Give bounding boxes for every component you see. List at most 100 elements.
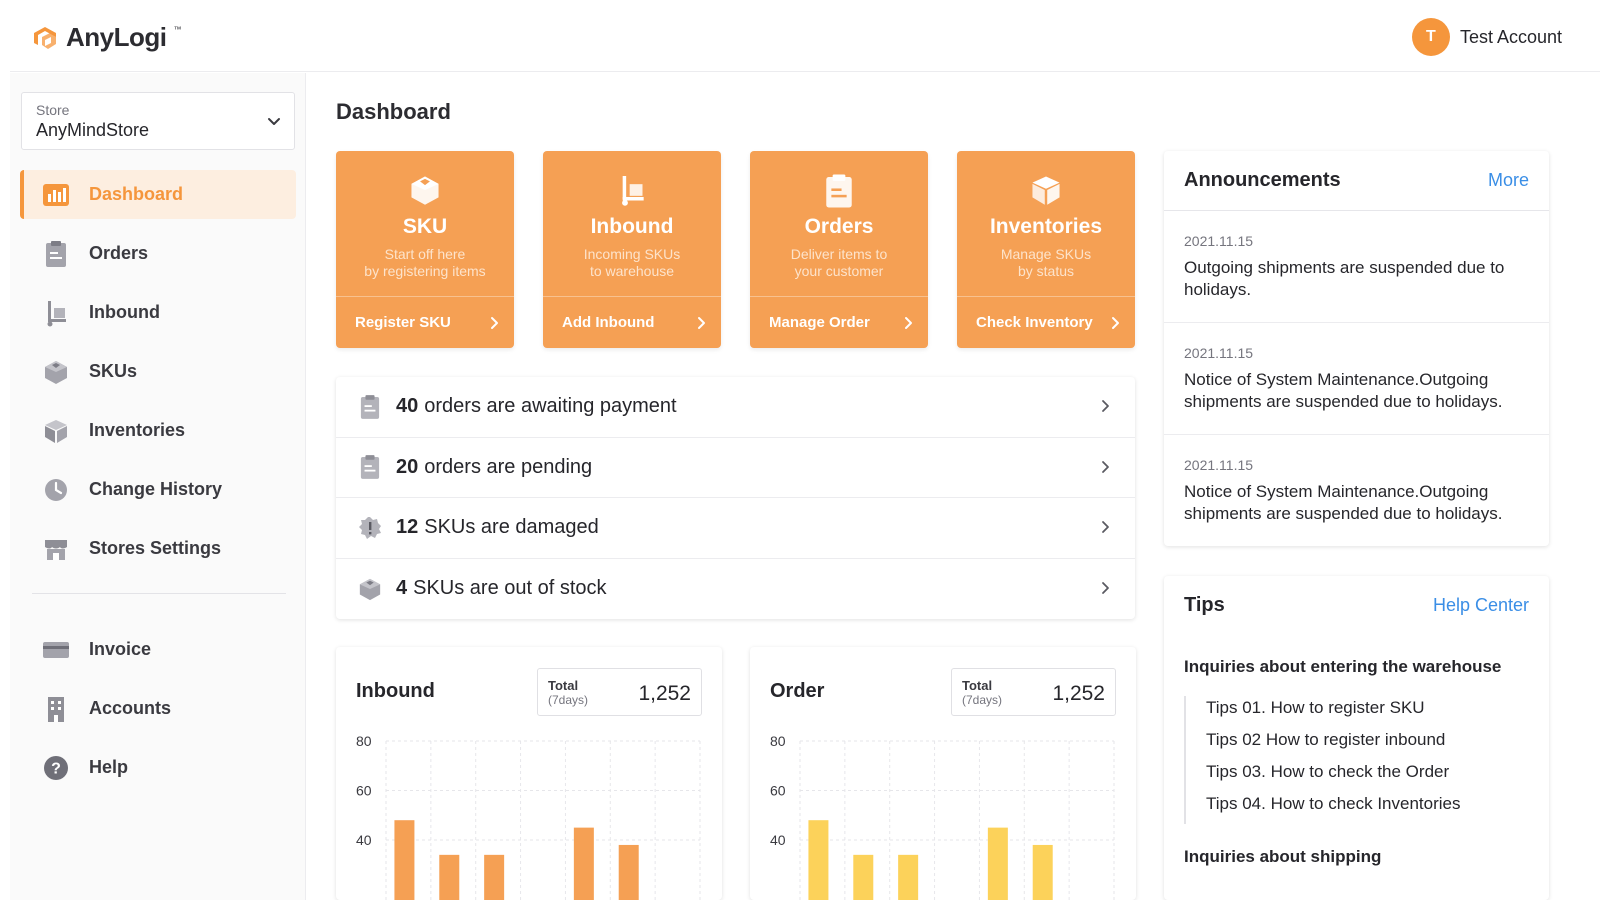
order-bar-chart: 80 60 40 xyxy=(770,733,1115,900)
sidebar-item-label: SKUs xyxy=(89,361,138,381)
manage-order-button[interactable]: Manage Order xyxy=(750,296,928,348)
avatar: T xyxy=(1411,18,1450,56)
card-title: Orders xyxy=(804,215,874,238)
sidebar: Store AnyMindStore Dashboard Orders Inbo… xyxy=(10,73,306,900)
logo-icon xyxy=(34,26,56,49)
bar[interactable] xyxy=(987,827,1008,900)
chevron-right-icon xyxy=(698,317,705,329)
anylogi-logo[interactable]: AnyLogi ™ xyxy=(30,22,182,53)
announcement-date: 2021.11.15 xyxy=(1184,345,1254,361)
bar[interactable] xyxy=(1032,844,1053,900)
damaged-skus-row[interactable]: 12 SKUs are damaged xyxy=(336,498,1135,559)
sidebar-item-accounts[interactable]: Accounts xyxy=(20,684,296,733)
divider xyxy=(1164,210,1549,211)
clipboard-icon xyxy=(42,240,70,268)
status-text: SKUs are damaged xyxy=(424,516,599,539)
card-description: Start off here by registering items xyxy=(364,246,486,279)
announcement-item[interactable]: 2021.11.15 Notice of System Maintenance.… xyxy=(1164,323,1549,435)
clock-icon xyxy=(42,476,70,504)
sidebar-item-skus[interactable]: SKUs xyxy=(20,347,296,396)
clipboard-icon xyxy=(358,394,382,420)
svg-text:?: ? xyxy=(51,760,61,777)
bar[interactable] xyxy=(618,844,639,900)
card-action-label: Register SKU xyxy=(355,314,451,331)
sku-card[interactable]: SKU Start off here by registering items … xyxy=(336,151,514,348)
sidebar-divider xyxy=(32,593,286,594)
y-tick-label: 60 xyxy=(356,783,372,799)
register-sku-button[interactable]: Register SKU xyxy=(336,296,514,348)
sidebar-item-dashboard[interactable]: Dashboard xyxy=(20,170,296,219)
order-chart-panel: Order Total (7days) 1,252 80 60 40 xyxy=(750,647,1136,900)
status-summary: 40 orders are awaiting payment 20 orders… xyxy=(336,377,1135,619)
chevron-right-icon xyxy=(905,317,912,329)
orders-card[interactable]: Orders Deliver items to your customer Ma… xyxy=(750,151,928,348)
bar[interactable] xyxy=(439,854,460,900)
out-of-stock-row[interactable]: 4 SKUs are out of stock xyxy=(336,559,1135,620)
status-count: 40 xyxy=(396,395,419,418)
card-title: Inventories xyxy=(989,215,1103,238)
tips-header: Tips Help Center xyxy=(1184,594,1529,618)
tips-section-title: Inquiries about entering the warehouse xyxy=(1184,657,1502,676)
bar[interactable] xyxy=(898,854,919,900)
inbound-chart-panel: Inbound Total (7days) 1,252 80 60 40 xyxy=(336,647,722,900)
card-title: Inbound xyxy=(590,215,674,238)
tips-panel: Tips Help Center Inquiries about enterin… xyxy=(1164,576,1549,900)
status-text: SKUs are out of stock xyxy=(413,577,607,600)
inventories-card[interactable]: Inventories Manage SKUs by status Check … xyxy=(957,151,1135,348)
card-action-label: Manage Order xyxy=(769,314,870,331)
announcement-date: 2021.11.15 xyxy=(1184,457,1254,473)
check-inventory-button[interactable]: Check Inventory xyxy=(957,296,1135,348)
card-description: Manage SKUs by status xyxy=(1000,246,1092,279)
sidebar-item-label: Stores Settings xyxy=(89,538,222,558)
tip-link[interactable]: Tips 01. How to register SKU xyxy=(1206,698,1425,717)
bar[interactable] xyxy=(853,854,874,900)
announcement-text: Notice of System Maintenance.Outgoing sh… xyxy=(1184,370,1503,411)
status-count: 20 xyxy=(396,455,419,478)
sidebar-item-label: Orders xyxy=(89,243,149,263)
bar[interactable] xyxy=(573,827,594,900)
add-inbound-button[interactable]: Add Inbound xyxy=(543,296,721,348)
tips-section-title: Inquiries about shipping xyxy=(1184,847,1382,866)
bar[interactable] xyxy=(808,820,829,900)
bar[interactable] xyxy=(394,820,415,900)
tip-link[interactable]: Tips 02 How to register inbound xyxy=(1206,730,1446,749)
announcement-item[interactable]: 2021.11.15 Notice of System Maintenance.… xyxy=(1164,435,1549,547)
tag-icon xyxy=(42,358,70,386)
chevron-right-icon xyxy=(1102,581,1109,594)
more-link[interactable]: More xyxy=(1487,170,1529,190)
clipboard-icon xyxy=(750,173,928,209)
alert-gear-icon xyxy=(358,515,382,541)
announcement-text: Notice of System Maintenance.Outgoing sh… xyxy=(1184,482,1503,523)
help-center-link[interactable]: Help Center xyxy=(1432,595,1529,615)
inbound-card[interactable]: Inbound Incoming SKUs to warehouse Add I… xyxy=(543,151,721,348)
tip-link[interactable]: Tips 03. How to check the Order xyxy=(1206,762,1450,781)
sidebar-item-inventories[interactable]: Inventories xyxy=(20,406,296,455)
inbound-bar-chart: 80 60 40 xyxy=(356,733,701,900)
sidebar-item-change-history[interactable]: Change History xyxy=(20,465,296,514)
announcements-header: Announcements More xyxy=(1184,169,1529,193)
store-selector[interactable]: Store AnyMindStore xyxy=(21,92,295,150)
bar[interactable] xyxy=(484,854,505,900)
awaiting-payment-row[interactable]: 40 orders are awaiting payment xyxy=(336,377,1135,438)
sidebar-item-label: Dashboard xyxy=(89,184,184,204)
sidebar-item-orders[interactable]: Orders xyxy=(20,229,296,278)
chart-title: Inbound xyxy=(356,680,435,702)
y-tick-label: 40 xyxy=(356,832,372,848)
tip-link[interactable]: Tips 04. How to check Inventories xyxy=(1206,794,1461,813)
sidebar-item-stores-settings[interactable]: Stores Settings xyxy=(20,524,296,573)
card-title: SKU xyxy=(402,215,448,238)
sidebar-item-invoice[interactable]: Invoice xyxy=(20,625,296,674)
pending-orders-row[interactable]: 20 orders are pending xyxy=(336,438,1135,498)
account-menu[interactable]: T Test Account xyxy=(1411,18,1562,56)
chevron-right-icon xyxy=(1112,317,1119,329)
credit-card-icon xyxy=(42,636,70,664)
sidebar-item-help[interactable]: ? Help xyxy=(20,743,296,792)
store-icon xyxy=(42,535,70,563)
box-icon xyxy=(957,173,1135,209)
sidebar-item-inbound[interactable]: Inbound xyxy=(20,288,296,337)
total-box: Total (7days) 1,252 xyxy=(951,668,1116,716)
total-period: (7days) xyxy=(962,693,1003,707)
announcement-item[interactable]: 2021.11.15 Outgoing shipments are suspen… xyxy=(1164,211,1549,323)
chevron-down-icon xyxy=(268,118,280,125)
top-header: AnyLogi ™ T Test Account xyxy=(10,0,1600,72)
